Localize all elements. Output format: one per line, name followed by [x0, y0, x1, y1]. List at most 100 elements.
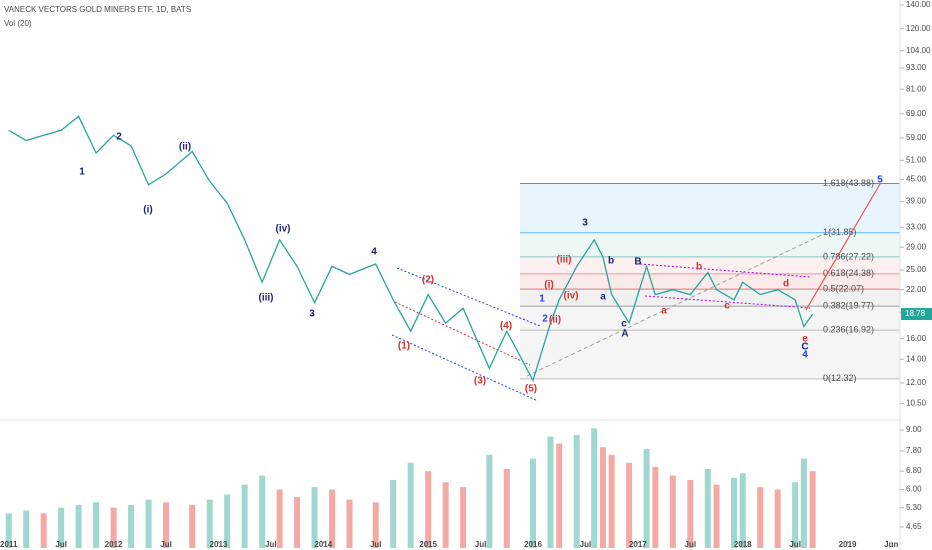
volume-bar	[556, 443, 563, 548]
volume-bar	[643, 449, 650, 548]
y-tick-label: 16.00	[906, 334, 927, 343]
y-tick-label: 51.00	[906, 155, 927, 164]
volume-bar	[75, 505, 82, 548]
y-tick-label: 33.00	[906, 222, 927, 231]
y-tick-label: 104.00	[906, 46, 931, 55]
wave-label: B	[634, 257, 641, 268]
volume-bar	[425, 471, 432, 548]
wave-label: (4)	[500, 321, 512, 332]
volume-bar	[276, 489, 283, 548]
wave-label: d	[783, 279, 789, 290]
volume-bar	[730, 477, 737, 548]
wave-label: A	[621, 329, 628, 340]
wave-label: (1)	[398, 341, 410, 352]
plot-area: 1.618(43.88) 1(31.85) 0.786(27.22) 0.618(24…	[5, 115, 900, 548]
volume-bar	[346, 499, 353, 548]
wave-label: (5)	[525, 384, 537, 395]
channel-line	[394, 301, 531, 366]
fib-band	[520, 183, 900, 233]
volume-bar	[110, 507, 117, 548]
last-price-label: 18.78	[905, 309, 926, 318]
y-tick-label: 93.00	[906, 63, 927, 72]
volume-bar	[460, 487, 467, 548]
fib-band	[520, 256, 900, 274]
volume-bar	[224, 494, 231, 548]
x-tick-label: 2017	[629, 540, 647, 549]
volume-bar	[372, 502, 379, 548]
volume-bar	[792, 482, 799, 548]
x-tick-label: Jul	[475, 540, 487, 549]
triangle-line	[644, 295, 811, 309]
volume-bar	[652, 466, 659, 548]
wave-label: 5	[877, 175, 883, 186]
volume-bar	[591, 428, 598, 548]
volume-bar	[774, 489, 781, 548]
wave-label: (iv)	[276, 224, 291, 235]
y-tick-label: 10.50	[906, 399, 927, 408]
volume-bar	[739, 473, 746, 548]
wave-label: c	[621, 319, 627, 330]
wave-label: 4	[802, 350, 808, 361]
y-tick-label: 14.00	[906, 354, 927, 363]
volume-bar	[93, 502, 100, 548]
series	[5, 115, 816, 548]
wave-label: b	[696, 262, 702, 273]
channel-line	[396, 267, 541, 327]
last-price-box	[901, 308, 932, 321]
volume-bar	[390, 480, 397, 548]
fib-band	[520, 289, 900, 307]
wave-label: 3	[309, 309, 315, 320]
volume-bar	[206, 499, 213, 548]
y-tick-label: 45.00	[906, 175, 927, 184]
fib-band	[520, 330, 900, 379]
y-tick-label: 9.00	[906, 425, 922, 434]
volume-bar	[442, 482, 449, 548]
wave-label: (3)	[474, 376, 486, 387]
wave-label: (ii)	[549, 315, 561, 326]
wave-label: 1	[539, 294, 545, 305]
volume-bar	[58, 507, 65, 548]
fib-label: 0.5(22.07)	[823, 284, 864, 294]
volume-bar	[5, 513, 12, 548]
volume-bar	[503, 468, 510, 548]
y-tick-label: 5.30	[906, 503, 922, 512]
volume-bar	[530, 458, 537, 548]
x-tick-label: 2018	[734, 540, 752, 549]
fib-band	[520, 273, 900, 290]
fib-label: 0.236(16.92)	[823, 324, 874, 334]
volume-bar	[189, 505, 196, 548]
annotations: 1 2 (i) (ii) (iii) (iv) 3 4 (1) (2) (3) (4) (5) 1 2 (i)…	[79, 132, 883, 395]
y-tick-label: 29.00	[906, 242, 927, 251]
x-tick-label: Jun	[884, 540, 898, 549]
y-tick-label: 140.00	[906, 0, 931, 9]
volume-bar	[329, 489, 336, 548]
wave-label: (2)	[422, 275, 434, 286]
volume-bar	[626, 462, 633, 548]
volume-bar	[128, 505, 135, 548]
volume-bar	[573, 434, 580, 548]
wave-label: b	[608, 256, 614, 267]
triangle-line	[639, 263, 811, 278]
x-tick-label: Jul	[160, 540, 172, 549]
fib-label: 0(12.32)	[823, 373, 857, 383]
wave-label: 1	[79, 167, 85, 178]
wave-label: (ii)	[179, 142, 191, 153]
price-line	[8, 115, 814, 383]
wave-label: (iii)	[259, 293, 274, 304]
y-tick-label: 12.00	[906, 378, 927, 387]
x-tick-label: Jul	[370, 540, 382, 549]
wave-label: (iii)	[557, 255, 572, 266]
wave-label: a	[600, 292, 606, 303]
y-tick-label: 25.00	[906, 265, 927, 274]
volume-bar	[23, 510, 30, 548]
fib-label: 1.618(43.88)	[823, 178, 874, 188]
x-tick-label: Jul	[685, 540, 697, 549]
y-tick-label: 59.00	[906, 133, 927, 142]
wave-label: (i)	[544, 280, 553, 291]
x-tick-label: Jul	[580, 540, 592, 549]
volume-bar	[757, 487, 764, 548]
volume-bar	[294, 497, 301, 548]
